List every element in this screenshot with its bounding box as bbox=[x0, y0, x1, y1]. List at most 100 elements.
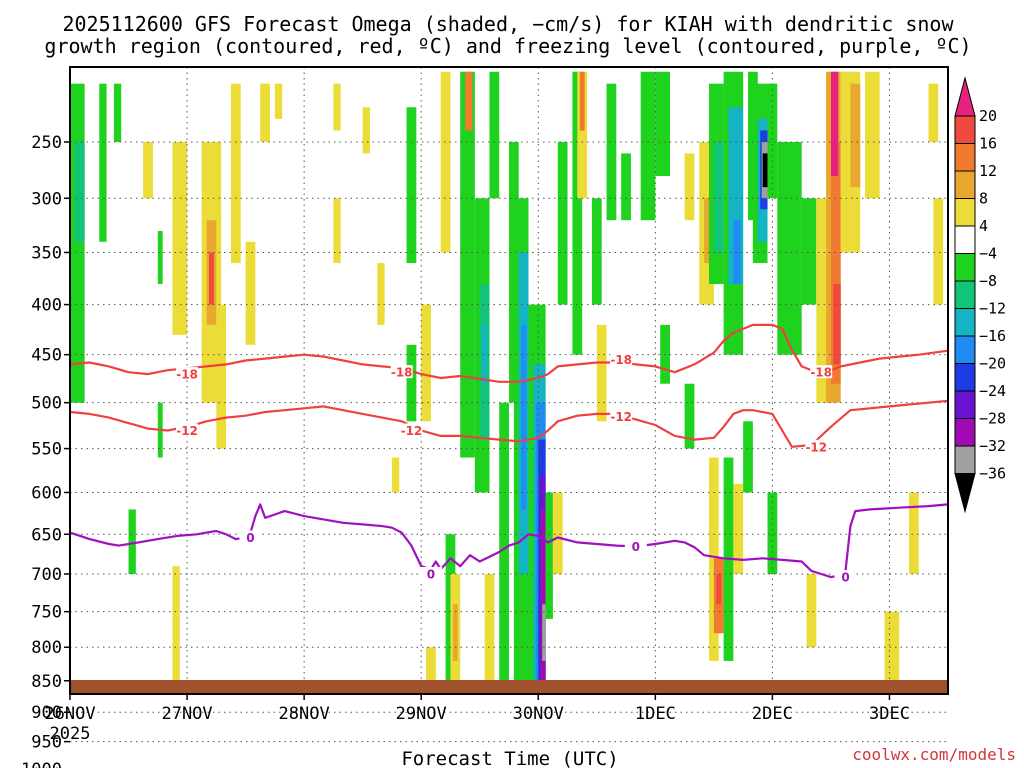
colorbar-label: 16 bbox=[979, 135, 997, 153]
x-tick-label: 28NOV bbox=[279, 704, 330, 724]
omega-cell bbox=[928, 83, 939, 142]
omega-cell bbox=[216, 304, 227, 449]
omega-cell bbox=[830, 142, 841, 384]
x-tick-label: 3DEC bbox=[869, 704, 910, 724]
omega-cell bbox=[426, 647, 436, 694]
contour-label-bg bbox=[390, 365, 413, 379]
y-tick-label: 250 bbox=[31, 133, 62, 153]
contour-label: 0 bbox=[632, 540, 640, 554]
x-axis-label: Forecast Time (UTC) bbox=[401, 748, 618, 768]
omega-cell bbox=[391, 457, 400, 493]
omega-cell bbox=[908, 492, 919, 574]
omega-cell bbox=[552, 492, 563, 574]
omega-cell bbox=[577, 71, 588, 199]
contour-label-bg bbox=[176, 423, 199, 437]
omega-cell bbox=[377, 263, 385, 325]
credit-text[interactable]: coolwx.com/models bbox=[852, 745, 1016, 764]
colorbar-bin bbox=[954, 418, 976, 447]
y-tick-label: 850 bbox=[31, 672, 62, 692]
omega-cell bbox=[245, 241, 256, 345]
omega-cell bbox=[716, 573, 722, 605]
y-tick-label: 750 bbox=[31, 603, 62, 623]
contour-label-bg bbox=[239, 530, 262, 544]
contour-label: -12 bbox=[401, 424, 423, 438]
colorbar-bin bbox=[954, 198, 976, 227]
x-tick-label: 1DEC bbox=[635, 704, 676, 724]
contour-label-bg bbox=[400, 423, 423, 437]
omega-cell bbox=[489, 71, 500, 199]
chart-title-line-2: growth region (contoured, red, ºC) and f… bbox=[44, 34, 971, 58]
colorbar-label: −8 bbox=[979, 272, 997, 290]
dgz-contour-minus18 bbox=[70, 323, 948, 383]
omega-cell bbox=[172, 142, 188, 335]
omega-cell bbox=[801, 198, 817, 305]
y-tick-label: 800 bbox=[31, 638, 62, 658]
x-tick-label: 29NOV bbox=[396, 704, 447, 724]
omega-cell bbox=[591, 198, 602, 305]
omega-cell bbox=[260, 83, 270, 142]
contour-label: -12 bbox=[176, 424, 198, 438]
omega-cell bbox=[421, 304, 431, 422]
x-tick-label: 30NOV bbox=[513, 704, 564, 724]
omega-cell bbox=[767, 492, 778, 574]
omega-cell bbox=[621, 153, 631, 221]
omega-cell bbox=[596, 324, 607, 422]
ground-surface-layer bbox=[70, 680, 948, 694]
colorbar-top-triangle bbox=[954, 76, 976, 117]
omega-cell bbox=[521, 324, 527, 510]
omega-cell bbox=[640, 71, 656, 221]
contour-label: -12 bbox=[805, 440, 827, 454]
omega-cell bbox=[113, 83, 122, 142]
x-tick-label: 2DEC bbox=[752, 704, 793, 724]
omega-cell bbox=[74, 142, 85, 242]
omega-cell bbox=[884, 611, 900, 694]
omega-cell bbox=[684, 153, 695, 221]
colorbar-label: −24 bbox=[979, 382, 1006, 400]
omega-cell bbox=[762, 153, 768, 188]
ground-surface bbox=[70, 680, 948, 694]
omega-cell bbox=[172, 566, 180, 694]
contour-label-bg bbox=[419, 566, 442, 580]
omega-cell bbox=[933, 198, 944, 305]
colorbar-bin bbox=[954, 143, 976, 172]
colorbar-label: −32 bbox=[979, 437, 1006, 455]
omega-cell bbox=[482, 324, 488, 384]
contour-label: 0 bbox=[427, 567, 435, 581]
y-tick-label: 900 bbox=[31, 703, 62, 723]
omega-cell bbox=[406, 344, 417, 422]
y-axis-ticks: 250 300 350 400 450 500 550 600 650 700 750 800 850 9… bbox=[21, 133, 70, 768]
omega-cell bbox=[362, 107, 370, 154]
colorbar-bin bbox=[954, 225, 976, 254]
y-tick-label: 300 bbox=[31, 189, 62, 209]
y-tick-label: 350 bbox=[31, 243, 62, 263]
freezing-level-contour bbox=[70, 503, 948, 579]
colorbar-label: 8 bbox=[979, 190, 988, 208]
contour-label: 0 bbox=[246, 531, 254, 545]
contour-label: -12 bbox=[610, 410, 632, 424]
contour-layer: -18 -18 -18 -18 -12 -12 -12 -12 0 0 0 0 bbox=[70, 323, 948, 585]
omega-cell bbox=[733, 483, 744, 574]
contour-label: -18 bbox=[176, 368, 198, 382]
omega-cell bbox=[157, 231, 163, 284]
omega-cell bbox=[333, 198, 341, 264]
omega-cell bbox=[99, 83, 107, 242]
colorbar-label: −4 bbox=[979, 245, 997, 263]
colorbar-bin bbox=[954, 253, 976, 282]
colorbar-label: 4 bbox=[979, 217, 988, 235]
y-tick-label: 600 bbox=[31, 483, 62, 503]
omega-cell bbox=[850, 83, 861, 188]
omega-cell bbox=[684, 383, 695, 449]
colorbar-bin bbox=[954, 363, 976, 392]
y-tick-label: 450 bbox=[31, 346, 62, 366]
omega-cell bbox=[713, 142, 724, 253]
contour-label-bg bbox=[176, 367, 199, 381]
omega-cell bbox=[579, 71, 585, 131]
colorbar-label: −12 bbox=[979, 300, 1006, 318]
colorbar-bin bbox=[954, 335, 976, 364]
omega-cell bbox=[460, 71, 475, 458]
y-tick-label: 950 bbox=[31, 733, 62, 753]
omega-cell bbox=[209, 252, 214, 305]
x-tick-sublabel: 2025 bbox=[50, 724, 91, 744]
omega-cell bbox=[767, 83, 778, 199]
